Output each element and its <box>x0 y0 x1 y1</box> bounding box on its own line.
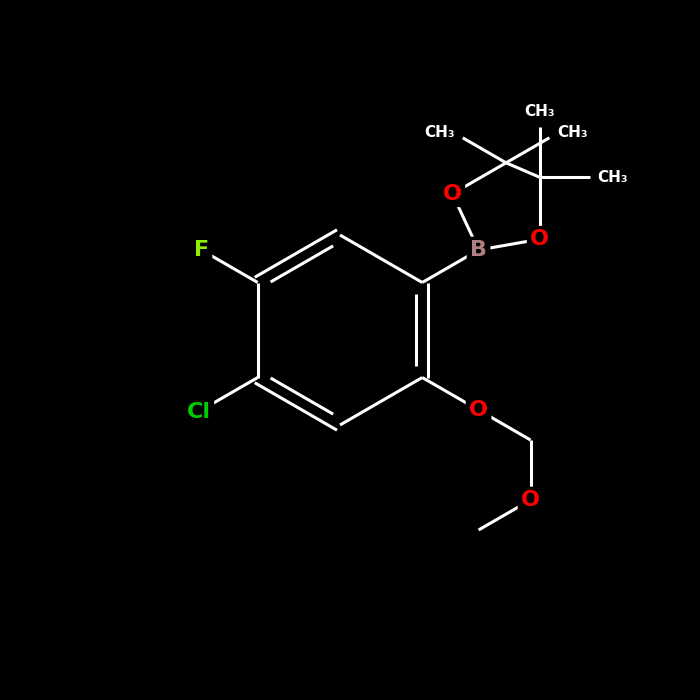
Text: CH₃: CH₃ <box>424 125 455 140</box>
Text: O: O <box>530 229 549 249</box>
Text: O: O <box>469 400 488 420</box>
Text: F: F <box>194 240 209 260</box>
Text: CH₃: CH₃ <box>557 125 588 140</box>
Text: CH₃: CH₃ <box>598 169 628 185</box>
Text: CH₃: CH₃ <box>524 104 555 119</box>
Text: Cl: Cl <box>187 402 211 421</box>
Text: O: O <box>521 490 540 510</box>
Text: O: O <box>443 184 462 204</box>
Text: B: B <box>470 240 487 260</box>
